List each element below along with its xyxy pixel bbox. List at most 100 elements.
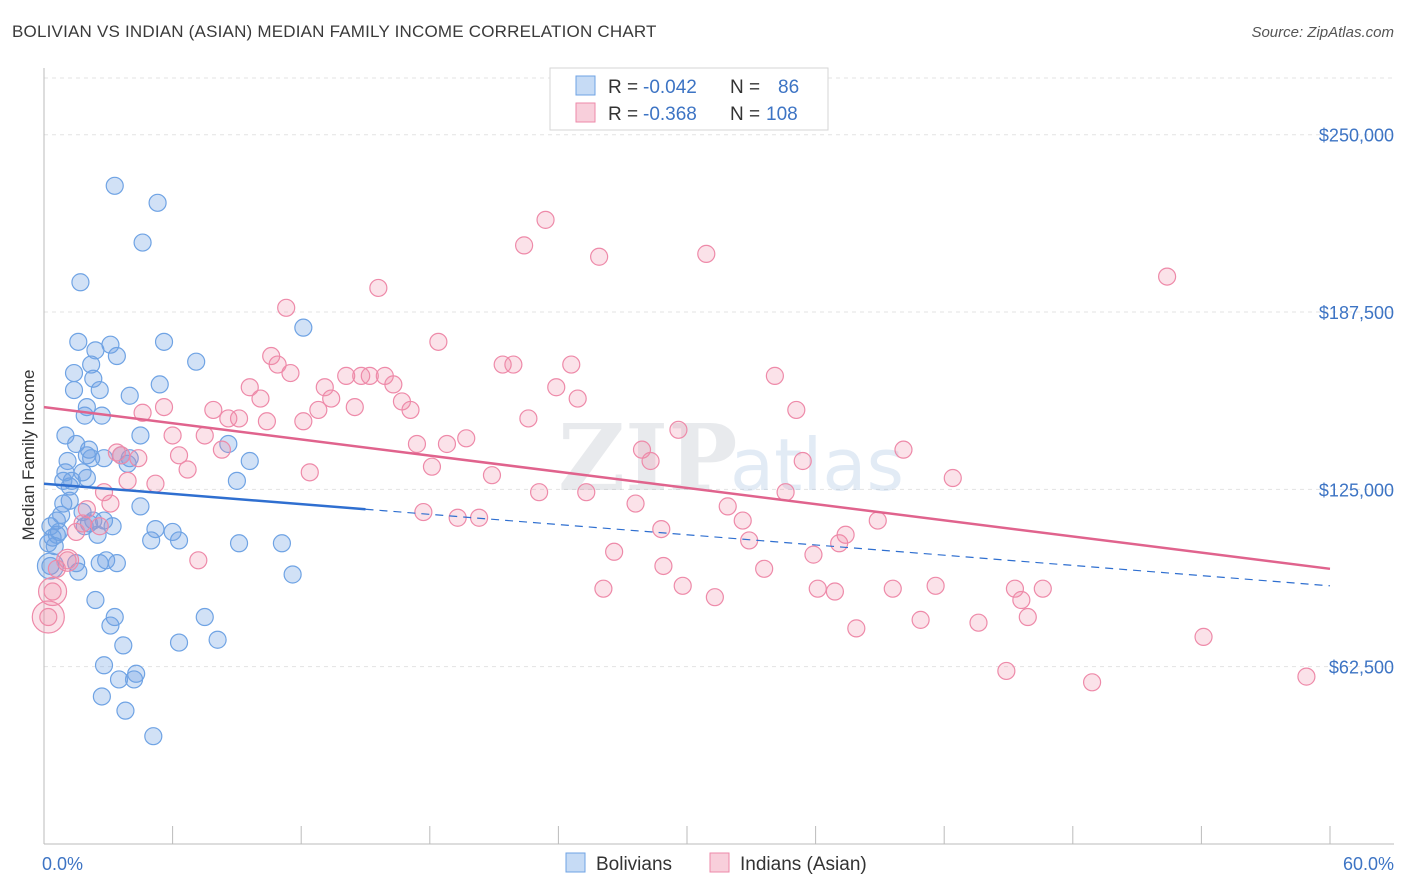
legend-n-label: N = — [730, 77, 760, 98]
bolivian-point — [73, 463, 92, 482]
indian-point — [776, 483, 795, 502]
indian-point — [240, 378, 259, 397]
indian-point — [129, 449, 148, 468]
indian-point — [740, 531, 759, 550]
indian-point — [268, 355, 287, 374]
bolivian-point — [229, 534, 249, 553]
indian-point — [73, 514, 92, 533]
indian-point — [1033, 579, 1052, 598]
indian-point — [251, 389, 270, 408]
bottom-legend-swatch-bolivians — [565, 852, 586, 873]
indian-point — [112, 446, 131, 465]
indian-point — [594, 579, 613, 598]
indian-point — [43, 582, 62, 601]
indian-point — [836, 525, 855, 544]
indian-point — [605, 542, 624, 561]
bolivian-point — [272, 534, 292, 553]
bolivian-point — [131, 497, 150, 516]
indian-point — [590, 247, 609, 266]
indian-point — [1012, 590, 1031, 610]
chart-title: BOLIVIAN VS INDIAN (ASIAN) MEDIAN FAMILY… — [12, 22, 657, 41]
indian-point — [894, 440, 913, 459]
indian-point — [926, 576, 945, 595]
bolivian-point — [240, 451, 259, 471]
indian-point — [195, 426, 214, 445]
indian-point — [322, 389, 341, 408]
bolivian-point — [82, 355, 101, 374]
bolivian-point — [105, 176, 124, 195]
bolivian-point — [71, 273, 90, 292]
indian-point — [429, 332, 448, 351]
legend-r-value: -0.368 — [643, 104, 697, 125]
indian-point — [705, 588, 724, 607]
bolivian-point — [58, 451, 77, 471]
legend-n-value: 86 — [778, 77, 799, 98]
legend-r-label: R = — [608, 104, 638, 125]
indian-point — [883, 579, 902, 598]
indian-point — [825, 582, 844, 601]
indian-point — [384, 375, 403, 394]
y-tick-label: $62,500 — [1329, 658, 1394, 678]
bolivian-point — [64, 363, 84, 383]
bottom-legend-swatch-indians — [709, 852, 730, 873]
indian-point — [718, 497, 737, 516]
watermark-zip: ZIP — [558, 404, 737, 512]
y-tick-labels: $62,500 $125,000 $187,500 $250,000 — [1319, 126, 1394, 678]
indian-point — [755, 559, 774, 578]
indian-point — [1082, 673, 1102, 692]
indian-point — [90, 517, 109, 536]
indian-point — [345, 397, 364, 417]
bolivian-point — [187, 352, 206, 371]
indians-trend-line — [43, 405, 1331, 571]
indian-point — [1158, 267, 1177, 286]
indian-point — [493, 355, 512, 374]
indian-point — [787, 400, 806, 420]
bolivian-point — [133, 233, 152, 252]
indian-point — [733, 511, 752, 530]
bolivian-point — [114, 636, 133, 655]
indian-point — [482, 466, 502, 485]
indian-point — [530, 483, 549, 502]
bolivian-point — [131, 426, 150, 445]
indian-point — [422, 457, 442, 476]
indian-point — [969, 613, 988, 632]
bolivian-point — [148, 193, 167, 212]
bolivian-point — [116, 701, 135, 720]
bolivian-point — [109, 670, 129, 689]
source-credit: Source: ZipAtlas.com — [1251, 24, 1394, 41]
bolivian-point — [169, 531, 189, 550]
indian-point — [457, 429, 476, 448]
bolivian-point — [169, 633, 189, 652]
indian-point — [229, 409, 249, 428]
indian-point — [39, 607, 58, 627]
indian-point — [401, 400, 420, 420]
indian-cluster — [31, 600, 65, 634]
legend-swatch-bolivians — [575, 75, 596, 96]
bolivians-trend-line — [43, 482, 366, 511]
axes — [43, 68, 1394, 845]
bolivian-point — [86, 590, 105, 610]
indian-point — [519, 409, 538, 428]
indian-point — [77, 500, 96, 519]
watermark: ZIP atlas — [558, 404, 904, 512]
bolivian-point — [146, 519, 165, 539]
watermark-atlas: atlas — [730, 423, 904, 507]
indian-point — [118, 471, 137, 490]
indian-point — [577, 483, 596, 502]
bolivian-point — [97, 551, 116, 570]
indian-point — [868, 511, 887, 530]
indian-point — [178, 460, 197, 479]
indian-point — [547, 378, 566, 397]
bolivian-point — [154, 332, 174, 351]
y-axis-label: Median Family Income — [19, 369, 38, 540]
bolivian-point — [283, 565, 302, 584]
bolivian-point — [101, 335, 120, 354]
indian-point — [808, 579, 827, 598]
indian-point — [315, 378, 334, 397]
indian-point — [943, 468, 962, 488]
bolivian-point — [120, 386, 139, 405]
indian-point — [765, 366, 784, 385]
indian-point — [1297, 667, 1316, 686]
bolivian-point — [84, 369, 103, 388]
indian-point — [219, 409, 238, 428]
